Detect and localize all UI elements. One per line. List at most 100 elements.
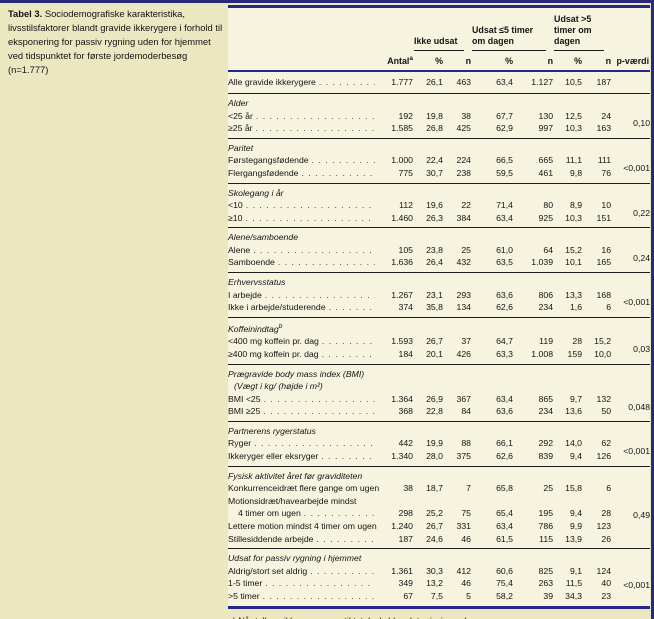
value-cell bbox=[414, 495, 444, 508]
value-cell: 10 bbox=[601, 200, 612, 211]
pvalue-cell: 0,22 bbox=[633, 207, 651, 218]
value-cell: 25 bbox=[461, 244, 472, 255]
value-cell: 65,8 bbox=[496, 483, 514, 494]
col-antal: Antala bbox=[228, 51, 414, 73]
pvalue-cell: 0,048 bbox=[628, 401, 651, 412]
section-heading: Prægravide body mass index (BMI) bbox=[228, 363, 651, 381]
row-label: Konkurrenceidræt flere gange om ugen bbox=[228, 483, 380, 494]
dot-leader bbox=[310, 565, 375, 578]
section-heading-row: Alder bbox=[228, 93, 650, 109]
value-cell: 19,6 bbox=[426, 200, 443, 211]
section-heading: Fysisk aktivitet året før graviditeten bbox=[228, 465, 651, 483]
table-row: I arbejde 1.267 23,1 293 63,6 806 13,3 168 <0,00… bbox=[228, 289, 650, 308]
value-cell: 26 bbox=[601, 533, 612, 544]
value-cell: 23,8 bbox=[426, 244, 443, 255]
value-cell: 88 bbox=[461, 438, 472, 449]
value-cell: 6 bbox=[606, 302, 612, 313]
row-label-cell: BMI ≥25 bbox=[228, 405, 378, 421]
value-cell bbox=[378, 495, 414, 508]
value-cell bbox=[583, 495, 612, 508]
value-cell: 1.240 bbox=[391, 521, 413, 532]
row-label-cell: Alene bbox=[228, 244, 378, 257]
row-label-cell: Stillesiddende arbejde bbox=[228, 533, 378, 549]
value-cell: 7 bbox=[466, 483, 472, 494]
value-cell bbox=[444, 495, 472, 508]
row-label-cell: ≥25 år bbox=[228, 122, 378, 138]
value-cell: 63,6 bbox=[496, 289, 514, 300]
row-label: Førstegangsfødende bbox=[228, 155, 309, 166]
value-cell: 26,4 bbox=[426, 257, 443, 268]
row-label-cell: Flergangsfødende bbox=[228, 167, 378, 183]
table-row: <400 mg koffein pr. dag 1.593 26,7 37 64,7 11… bbox=[228, 335, 650, 354]
value-cell: 1.361 bbox=[391, 565, 413, 576]
group-header-row: Ikke udsat Udsat ≤5 timer om dagen Udsat… bbox=[228, 7, 650, 52]
value-cell: 238 bbox=[456, 167, 472, 178]
table-row: BMI ≥25 368 22,8 84 63,6 234 13,6 50 bbox=[228, 405, 650, 421]
value-cell: 123 bbox=[596, 521, 612, 532]
value-cell: 839 bbox=[538, 451, 554, 462]
pvalue-cell: 0,10 bbox=[633, 118, 651, 129]
dot-leader bbox=[322, 335, 375, 348]
dot-leader bbox=[265, 289, 375, 302]
table-row: ≥400 mg koffein pr. dag 184 20,1 426 63,3 1.0… bbox=[228, 348, 650, 364]
value-cell: 61,0 bbox=[496, 244, 514, 255]
row-label: Aldrig/stort set aldrig bbox=[228, 565, 308, 576]
value-cell: 1,6 bbox=[569, 302, 583, 313]
row-label-cell: BMI <25 bbox=[228, 393, 378, 406]
value-cell: 432 bbox=[456, 257, 472, 268]
row-label: ≥10 bbox=[228, 212, 243, 223]
value-cell: 46 bbox=[461, 578, 472, 589]
table-row: 4 timer om ugen 298 25,2 75 65,4 195 9,4 28 bbox=[228, 507, 650, 520]
dot-leader bbox=[317, 533, 376, 546]
section-heading-row: Koffeinindtagb bbox=[228, 316, 651, 336]
value-cell: 26,1 bbox=[414, 71, 444, 94]
value-cell: 293 bbox=[456, 289, 472, 300]
value-cell: 67,7 bbox=[496, 110, 514, 121]
row-label-cell: ≥400 mg koffein pr. dag bbox=[228, 348, 378, 364]
value-cell: 24,6 bbox=[426, 533, 443, 544]
value-cell: 349 bbox=[398, 578, 414, 589]
value-cell: 384 bbox=[456, 212, 472, 223]
row-label-cell: Ryger bbox=[228, 437, 378, 450]
value-cell: 26,3 bbox=[426, 212, 443, 223]
value-cell: 18,7 bbox=[426, 483, 443, 494]
value-cell: 195 bbox=[538, 508, 554, 519]
row-label-cell: Motionsidræt/havearbejde mindst bbox=[228, 495, 378, 508]
value-cell: 5 bbox=[466, 591, 472, 602]
group-label: Ikke udsat bbox=[414, 36, 465, 52]
value-cell: 375 bbox=[456, 451, 472, 462]
table-row: BMI <25 1.364 26,9 367 63,4 865 9,7 132 0,048 bbox=[228, 393, 650, 412]
value-cell: 925 bbox=[538, 212, 554, 223]
row-label-cell: ≥10 bbox=[228, 212, 378, 228]
value-cell: 426 bbox=[456, 348, 472, 359]
dot-leader bbox=[253, 244, 375, 257]
value-cell: 234 bbox=[538, 302, 554, 313]
value-cell: 165 bbox=[596, 257, 612, 268]
group-ikke-udsat: Ikke udsat bbox=[414, 7, 472, 52]
row-label: Ikke i arbejde/studerende bbox=[228, 302, 326, 313]
value-cell: 111 bbox=[597, 155, 612, 166]
value-cell: 1.340 bbox=[391, 451, 413, 462]
value-cell: 163 bbox=[596, 123, 612, 134]
pvalue-cell: 0,03 bbox=[633, 344, 651, 355]
section-subheading: (Vægt i kg/ (højde i m²) bbox=[234, 381, 323, 392]
value-cell: 22,4 bbox=[426, 155, 443, 166]
dot-leader bbox=[321, 450, 375, 463]
table-caption: Tabel 3. Sociodemografiske karakteristik… bbox=[8, 7, 224, 77]
dot-leader bbox=[322, 348, 375, 361]
value-cell: 331 bbox=[456, 521, 472, 532]
group-label: Udsat ≤5 timer om dagen bbox=[472, 25, 547, 52]
table-row: Aldrig/stort set aldrig 1.361 30,3 412 60,6 8… bbox=[228, 565, 650, 590]
value-cell: 9,8 bbox=[569, 167, 583, 178]
value-cell: 34,3 bbox=[565, 591, 583, 602]
section-heading-row: Udsat for passiv rygning i hjemmet bbox=[228, 548, 651, 565]
value-cell: 112 bbox=[399, 200, 413, 211]
value-cell: 1.127 bbox=[514, 71, 555, 94]
row-label: <25 år bbox=[228, 110, 253, 121]
row-label-cell: <25 år bbox=[228, 110, 378, 123]
value-cell: 12,5 bbox=[565, 110, 583, 121]
section-heading-row: Erhvervsstatus bbox=[228, 272, 651, 289]
section-heading: Skolegang i år bbox=[228, 182, 651, 200]
footnotes: a) Når tallene ikke summerer til total, … bbox=[228, 615, 650, 619]
row-label: Ikkeryger eller eksryger bbox=[228, 451, 319, 462]
